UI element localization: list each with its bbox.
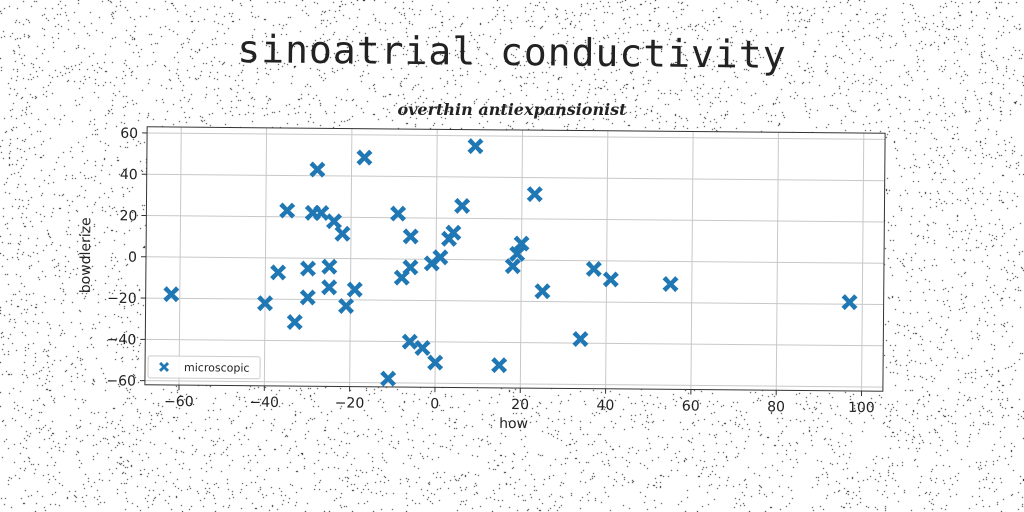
data-points <box>163 138 858 387</box>
data-point <box>402 228 419 245</box>
legend-marker-icon <box>159 361 170 372</box>
y-tick-label: 20 <box>119 208 137 224</box>
data-point <box>509 245 526 262</box>
x-tick-label: −20 <box>335 395 365 411</box>
y-tick-label: 0 <box>128 250 137 266</box>
data-point <box>286 314 303 331</box>
grid-line-x <box>775 132 779 391</box>
data-point <box>309 161 326 178</box>
data-point <box>662 276 679 293</box>
data-point <box>534 283 551 300</box>
grid-line-x <box>349 128 353 387</box>
data-point <box>427 354 444 371</box>
y-tick-label: 40 <box>120 167 138 183</box>
x-tick-label: 40 <box>596 398 614 414</box>
legend-box <box>147 355 261 380</box>
data-point <box>585 260 602 278</box>
data-point <box>313 204 330 221</box>
data-point <box>163 286 180 303</box>
y-tick-label: −20 <box>107 291 137 307</box>
chart-subtitle: overthin antiexpansionist <box>397 100 627 119</box>
grid-line-y <box>145 338 884 347</box>
data-point <box>602 271 619 288</box>
data-point <box>401 333 418 350</box>
data-point <box>526 186 543 203</box>
data-point <box>270 264 287 281</box>
x-tick-label: 20 <box>511 397 529 413</box>
legend-label-microscopic: microscopic <box>184 361 250 375</box>
data-point <box>390 205 407 222</box>
grid-line-x <box>178 127 182 386</box>
grid-line-x <box>690 131 694 390</box>
data-point <box>321 279 338 296</box>
y-ticks: −60 −40 −20 0 20 40 60 <box>106 126 148 390</box>
data-point <box>432 249 449 266</box>
data-point <box>325 213 343 230</box>
grid-line-y <box>147 132 886 140</box>
data-point <box>504 258 521 275</box>
plot-area: −60 −40 −20 0 20 40 60 80 100 −60 −40 −20 0 20 40 60 h… <box>78 126 886 432</box>
legend-marker-microscopic <box>159 361 170 372</box>
x-tick-label: 80 <box>767 399 785 415</box>
data-point <box>299 260 317 277</box>
y-tick-label: 60 <box>120 126 138 142</box>
grid-line-y <box>146 173 885 182</box>
data-point <box>257 295 274 312</box>
data-point <box>491 357 508 374</box>
y-axis-label: bowdlerize <box>78 217 95 293</box>
data-point <box>513 235 530 252</box>
x-tick-label: 100 <box>848 400 875 416</box>
x-tick-label: 0 <box>430 396 439 412</box>
x-tick-label: −40 <box>249 395 279 411</box>
grid-line-y <box>146 215 885 223</box>
grid-line-x <box>605 130 609 389</box>
legend: microscopic <box>147 355 261 380</box>
grid-line-x <box>861 133 865 392</box>
data-point <box>454 197 471 214</box>
data-point <box>338 297 355 315</box>
x-tick-label: −60 <box>164 394 194 410</box>
data-point <box>356 149 373 166</box>
x-tick-label: 60 <box>682 398 700 414</box>
data-point <box>346 281 363 298</box>
data-point <box>299 289 316 306</box>
data-point <box>402 259 419 276</box>
data-point <box>467 138 484 155</box>
data-point <box>380 370 397 387</box>
data-point <box>321 258 338 275</box>
grid-line-y <box>144 380 883 388</box>
data-point <box>445 224 462 241</box>
data-point <box>414 339 431 357</box>
x-axis-label: how <box>499 416 528 432</box>
data-point <box>572 330 589 348</box>
y-tick-label: −60 <box>106 373 136 389</box>
grid-line-y <box>146 256 884 264</box>
data-point <box>334 225 351 242</box>
y-tick-label: −40 <box>107 332 137 348</box>
data-point <box>841 294 858 311</box>
plot-frame <box>144 126 886 392</box>
data-point <box>279 202 296 219</box>
grid-line-x <box>263 127 268 386</box>
x-ticks: −60 −40 −20 0 20 40 60 80 100 <box>164 385 875 416</box>
